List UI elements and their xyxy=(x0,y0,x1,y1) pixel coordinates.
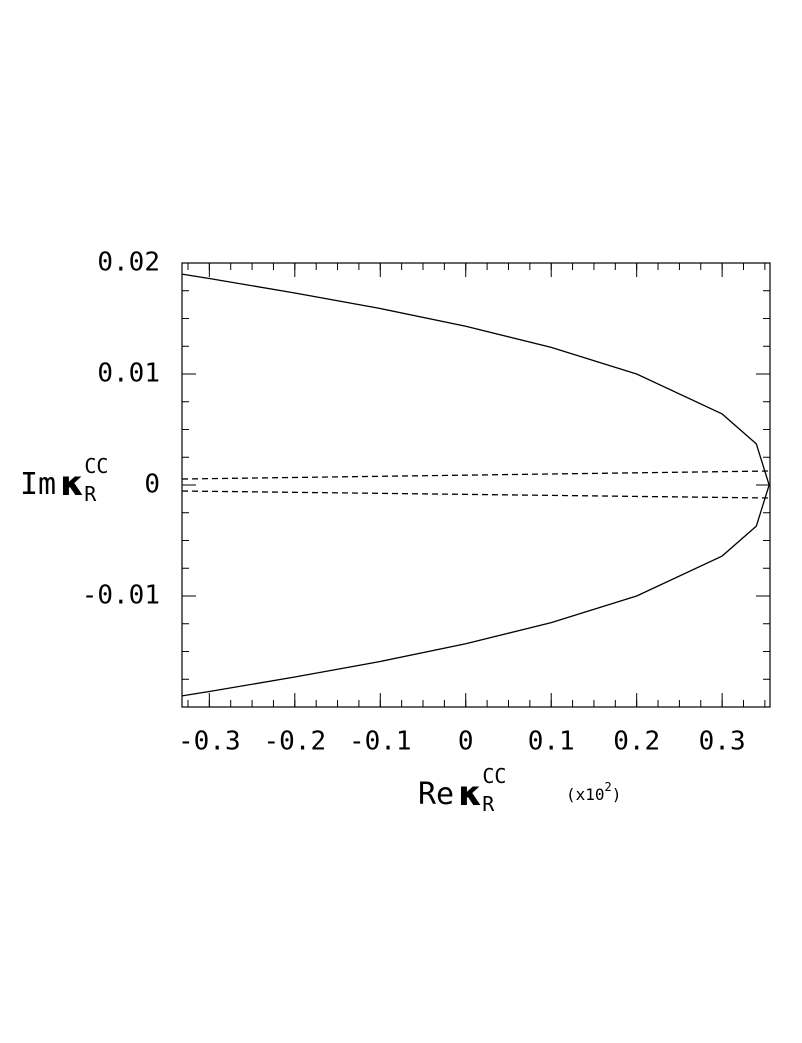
x-axis-label: Re κR CC xyxy=(418,764,506,816)
y-label-sup: CC xyxy=(84,454,108,478)
x-tick-label: 0.1 xyxy=(528,727,575,757)
curve xyxy=(181,273,770,486)
dashed-line xyxy=(181,490,770,499)
y-tick-label: 0.02 xyxy=(97,248,160,278)
plot-frame xyxy=(181,262,771,708)
scale-note-close: ) xyxy=(612,785,622,804)
x-scale-note: (x102) xyxy=(566,780,621,804)
x-tick-label: 0.2 xyxy=(613,727,660,757)
scale-note-text: (x10 xyxy=(566,785,605,804)
y-tick-label: 0.01 xyxy=(97,359,160,389)
scale-note-sup: 2 xyxy=(605,780,612,794)
x-label-symbol: κ xyxy=(458,774,482,814)
y-tick-label: -0.01 xyxy=(82,581,160,611)
x-tick-label: 0.3 xyxy=(699,727,746,757)
y-label-text: Im xyxy=(20,467,56,502)
y-tick-label: 0 xyxy=(144,470,160,500)
y-label-sub: R xyxy=(84,482,97,506)
y-axis-label: Im κR CC xyxy=(20,454,108,506)
y-label-symbol: κ xyxy=(60,464,84,504)
x-label-text: Re xyxy=(418,777,454,812)
curve xyxy=(181,484,770,697)
x-tick-label: 0 xyxy=(458,727,474,757)
x-tick-label: -0.2 xyxy=(264,727,327,757)
dashed-line xyxy=(181,470,770,480)
x-tick-label: -0.3 xyxy=(178,727,241,757)
x-label-sup: CC xyxy=(482,764,506,788)
x-label-sub: R xyxy=(482,792,495,816)
x-tick-label: -0.1 xyxy=(349,727,412,757)
